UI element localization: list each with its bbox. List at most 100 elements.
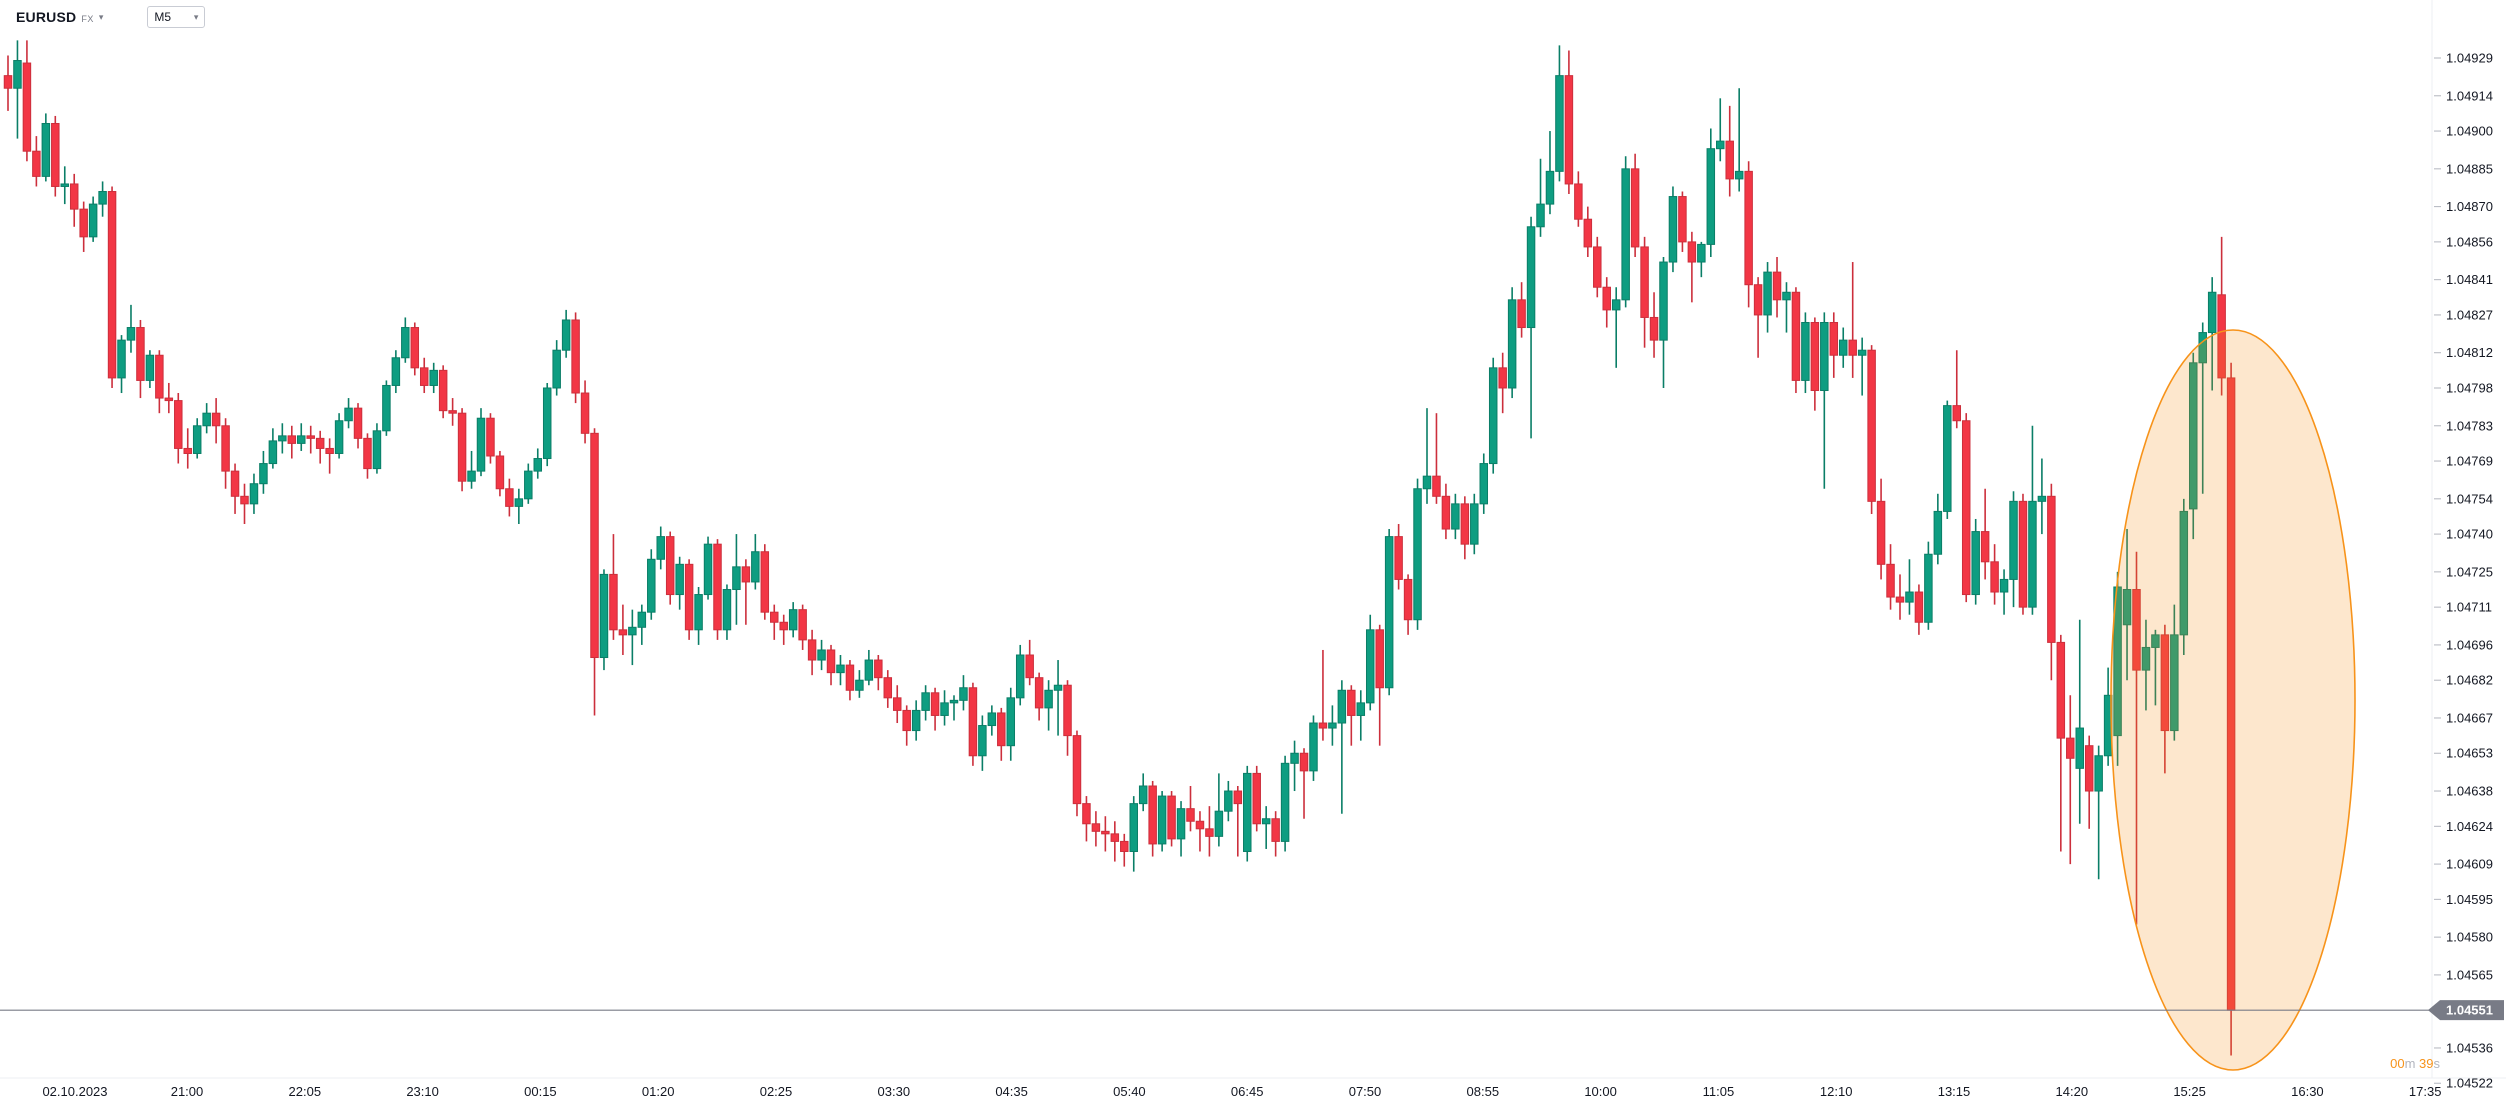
candle-body xyxy=(1668,196,1678,263)
candle xyxy=(1649,292,1659,358)
candle xyxy=(1857,337,1867,396)
candle-body xyxy=(1630,168,1640,248)
candle-body xyxy=(174,400,183,449)
candle xyxy=(1602,277,1611,328)
time-tick-label: 13:15 xyxy=(1938,1084,1971,1099)
candle-body xyxy=(637,611,647,628)
candle xyxy=(2094,745,2103,880)
candle xyxy=(1120,833,1129,867)
candle-body xyxy=(2141,646,2151,671)
highlight-ellipse-annotation[interactable] xyxy=(2110,329,2356,1071)
candle xyxy=(2170,604,2179,741)
candle xyxy=(1876,478,1886,580)
candle-body xyxy=(32,150,41,177)
candle xyxy=(2075,619,2084,824)
candle-body xyxy=(514,498,524,507)
chart-header: EURUSD FX ▾ M5 ▾ xyxy=(16,6,206,28)
candle xyxy=(476,408,486,477)
candle-body xyxy=(1403,578,1413,621)
price-tick-label: 1.04885 xyxy=(2446,161,2493,176)
time-tick-label: 23:10 xyxy=(406,1084,439,1099)
candle xyxy=(505,478,514,517)
candle xyxy=(287,425,297,459)
countdown-seconds: 39 xyxy=(2419,1056,2434,1071)
candle xyxy=(1176,801,1186,857)
candle-body xyxy=(1479,463,1489,505)
candle xyxy=(798,604,807,650)
candle xyxy=(1290,740,1299,792)
candle xyxy=(88,196,98,242)
candle-body xyxy=(1905,591,1914,603)
candle-body xyxy=(41,122,51,177)
candle xyxy=(1999,569,2009,615)
candle xyxy=(665,531,675,605)
candle xyxy=(221,418,230,489)
candle-body xyxy=(1507,299,1517,389)
candle xyxy=(1082,796,1091,842)
candle xyxy=(1545,131,1555,215)
time-tick-label: 11:05 xyxy=(1703,1084,1735,1099)
candle xyxy=(60,166,70,205)
candle xyxy=(79,201,88,252)
candle-body xyxy=(1602,286,1611,311)
candle-body xyxy=(126,327,136,341)
candle xyxy=(1886,544,1895,610)
candle xyxy=(2132,551,2141,925)
candle-body xyxy=(1517,299,1526,329)
candle-body xyxy=(51,122,60,187)
candle-body xyxy=(297,435,306,444)
price-tick-label: 1.04914 xyxy=(2446,88,2493,103)
symbol-selector[interactable]: EURUSD FX ▾ xyxy=(16,9,103,25)
candle xyxy=(297,423,306,451)
candle xyxy=(1157,791,1167,852)
candle xyxy=(1413,478,1422,630)
candle xyxy=(1432,413,1441,504)
candle-body xyxy=(656,536,665,560)
candle xyxy=(391,350,401,394)
candle xyxy=(372,423,382,474)
candle-body xyxy=(628,626,637,636)
candle-body xyxy=(202,412,211,427)
candle xyxy=(1621,156,1630,308)
candle xyxy=(1205,806,1214,857)
candle-body xyxy=(1488,367,1498,465)
candle-body xyxy=(2084,745,2094,792)
price-axis[interactable]: 1.04929 1.04914 1.04900 1.04885 1.04870 1.048… xyxy=(2434,51,2493,1091)
candle-body xyxy=(79,208,88,238)
candle-body xyxy=(902,709,911,732)
candle xyxy=(1507,287,1517,399)
candle-body xyxy=(1186,808,1195,822)
time-axis[interactable]: 02.10.2023 21:00 22:05 23:10 00:15 01:20 02:25… xyxy=(42,1084,2441,1099)
candle xyxy=(968,682,978,766)
price-tick-label: 1.04609 xyxy=(2446,857,2493,872)
price-tick-label: 1.04841 xyxy=(2446,272,2493,287)
candle xyxy=(656,526,665,570)
candle xyxy=(864,649,874,686)
candle xyxy=(211,398,221,444)
candle xyxy=(1479,453,1489,514)
candle xyxy=(1195,811,1205,852)
candle xyxy=(1460,496,1470,560)
candle xyxy=(1356,690,1366,741)
candle xyxy=(98,181,107,217)
bar-close-countdown: 00m 39s xyxy=(2240,1056,2440,1071)
candle xyxy=(987,705,997,736)
time-tick-label: 12:10 xyxy=(1820,1084,1853,1099)
candle-body xyxy=(1593,246,1602,288)
candle-body xyxy=(1725,140,1734,180)
candle-body xyxy=(788,609,798,631)
interval-selector[interactable]: M5 ▾ xyxy=(147,6,206,28)
candle xyxy=(978,715,987,771)
candle-body xyxy=(930,692,940,716)
price-tick-label: 1.04682 xyxy=(2446,673,2493,688)
candle xyxy=(1110,821,1120,862)
price-tick-label: 1.04754 xyxy=(2446,491,2493,506)
candle-body xyxy=(1365,629,1375,704)
candle xyxy=(892,685,902,724)
candle xyxy=(145,350,155,388)
countdown-minutes: 00 xyxy=(2390,1056,2405,1071)
candle-body xyxy=(524,470,533,500)
candle xyxy=(684,559,694,640)
candle xyxy=(117,335,126,394)
